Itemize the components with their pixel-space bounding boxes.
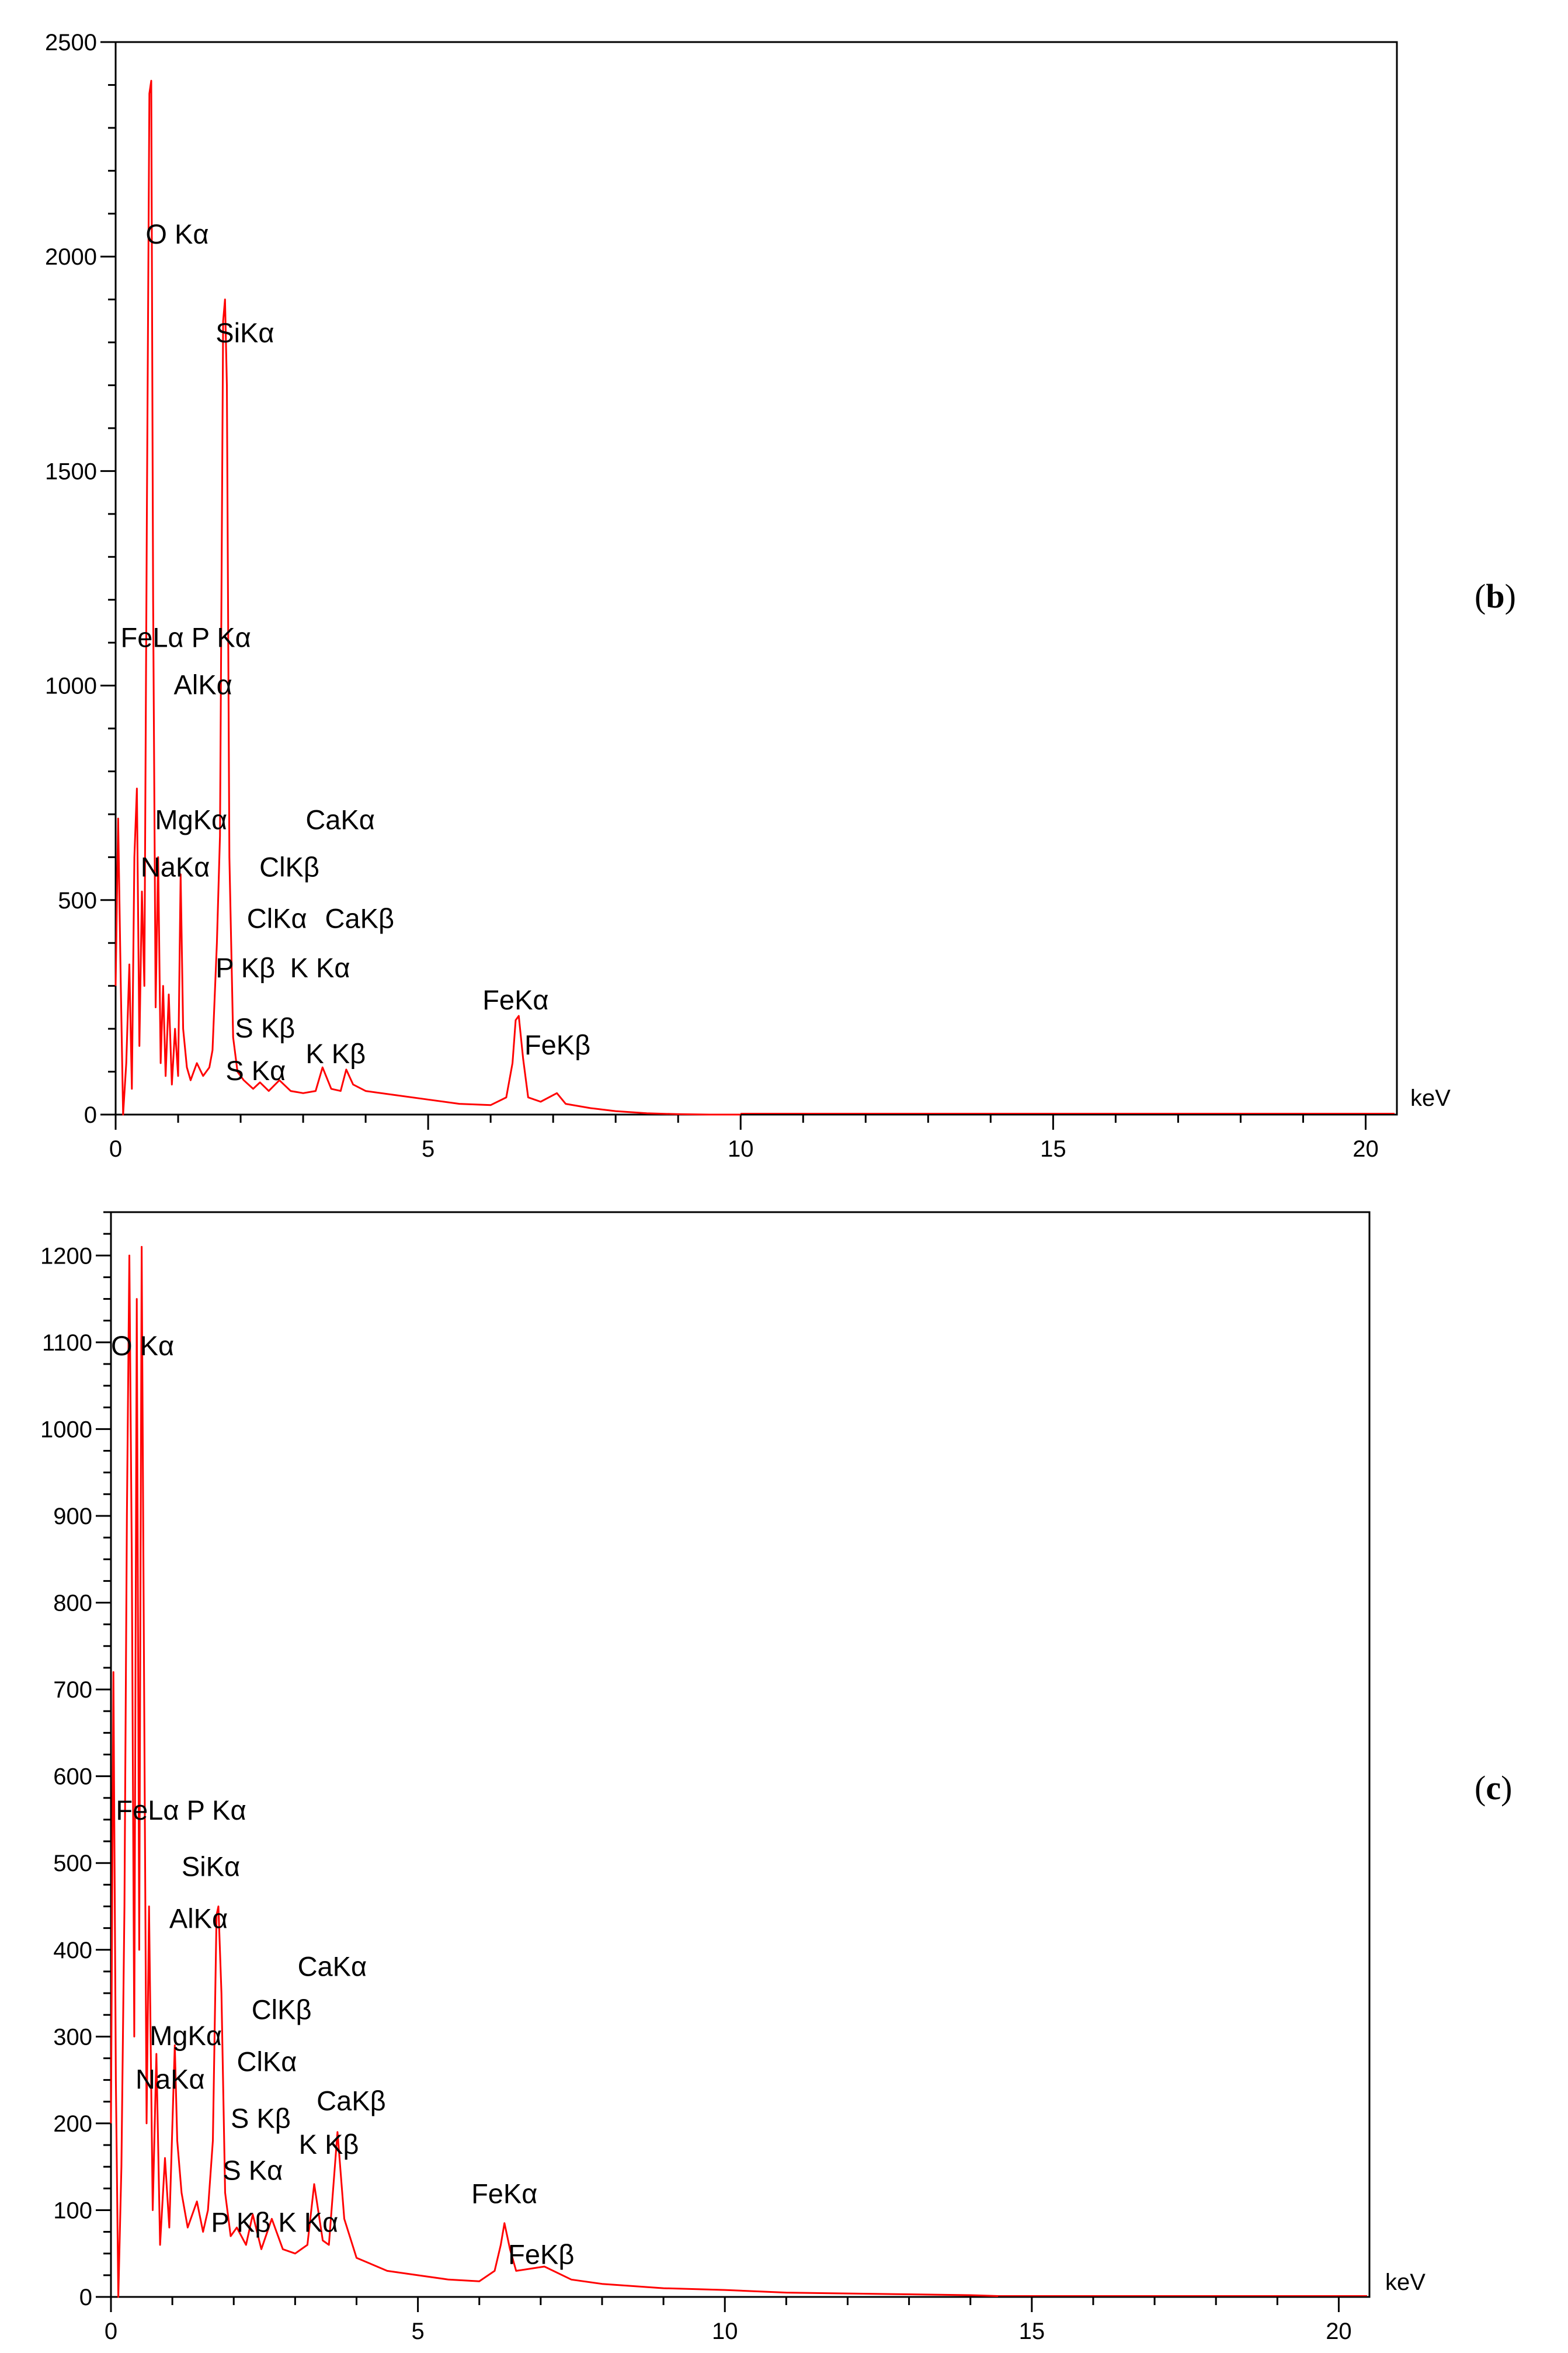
y-tick-label: 1000: [45, 674, 97, 699]
peak-label: P Kβ: [215, 952, 275, 983]
peak-label: NaKα: [141, 851, 210, 882]
peak-label: MgKα: [155, 804, 227, 835]
x-axis-unit-label: keV: [1410, 1085, 1451, 1111]
y-tick-label: 2000: [45, 244, 97, 270]
peak-label: FeKα: [482, 984, 548, 1015]
y-tick-label: 100: [53, 2198, 92, 2223]
panel-letter: c: [1486, 1769, 1501, 1807]
x-tick-label: 20: [1326, 2319, 1352, 2344]
y-tick-label: 500: [53, 1851, 92, 1876]
peak-label: ClKα: [247, 903, 307, 934]
peak-label: ClKα: [237, 2046, 297, 2077]
y-tick-label: 1000: [40, 1417, 92, 1442]
peak-label: FeLα P Kα: [116, 1795, 246, 1826]
x-tick-label: 5: [411, 2319, 424, 2344]
peak-label: AlKα: [174, 669, 232, 700]
peak-label: CaKα: [305, 804, 375, 835]
x-tick-label: 15: [1040, 1136, 1066, 1162]
peak-label: FeKα: [471, 2178, 537, 2209]
x-tick-label: 15: [1019, 2319, 1045, 2344]
peak-label: S Kα: [225, 1055, 286, 1086]
peak-label: S Kβ: [235, 1012, 295, 1043]
y-tick-label: 400: [53, 1938, 92, 1963]
y-tick-label: 500: [58, 888, 97, 914]
peak-label: S Kα: [222, 2154, 283, 2185]
peak-label: FeKβ: [508, 2239, 574, 2270]
peak-label: SiKα: [215, 317, 274, 348]
plot-frame: [114, 41, 1398, 1116]
y-tick-label: 0: [79, 2285, 92, 2310]
y-tick-label: 600: [53, 1764, 92, 1790]
peak-label: K Kβ: [299, 2129, 359, 2160]
y-tick-label: 0: [84, 1102, 97, 1128]
y-tick-label: 800: [53, 1591, 92, 1616]
spectrum-panel-b: 0 5 10 15 20 0 500 1000 1500 2000 2500 O Kα SiKα FeLα…: [45, 30, 1516, 1162]
peak-label: K Kβ: [305, 1038, 366, 1069]
x-tick-label: 10: [712, 2319, 738, 2344]
panel-label: (c): [1475, 1769, 1512, 1807]
y-tick-label: 1500: [45, 459, 97, 484]
peak-label: S Kβ: [231, 2102, 291, 2133]
peak-label: ClKβ: [259, 851, 319, 882]
y-tick-label: 700: [53, 1677, 92, 1703]
x-tick-label: 20: [1353, 1136, 1379, 1162]
y-tick-label: 1100: [42, 1330, 92, 1356]
x-tick-label: 10: [728, 1136, 754, 1162]
spectrum-series-line: [110, 1245, 999, 2298]
peak-label: NaKα: [135, 2063, 205, 2094]
peak-label: MgKα: [150, 2020, 222, 2051]
peak-label: AlKα: [169, 1903, 228, 1934]
peak-label: O Kα: [111, 1330, 174, 1361]
panel-label: (b): [1475, 577, 1516, 615]
y-tick-label: 300: [53, 2024, 92, 2050]
panel-letter: b: [1486, 577, 1504, 615]
peak-label: CaKβ: [317, 2085, 385, 2116]
peak-label: K Kα: [290, 952, 350, 983]
peak-label: CaKα: [298, 1951, 367, 1981]
peak-label: CaKβ: [325, 903, 394, 934]
x-tick-label: 5: [422, 1136, 434, 1162]
y-tick-label: 200: [53, 2111, 92, 2137]
y-tick-label: 2500: [45, 30, 97, 55]
x-axis-unit-label: keV: [1385, 2269, 1426, 2295]
y-tick-label: 900: [53, 1504, 92, 1529]
peak-label: FeKβ: [524, 1029, 590, 1060]
peak-label: ClKβ: [252, 1994, 312, 2025]
peak-label: SiKα: [182, 1851, 240, 1882]
peak-label: P Kβ K Kα: [211, 2207, 338, 2238]
peak-label: O Kα: [145, 218, 208, 249]
x-tick-label: 0: [105, 2319, 117, 2344]
y-tick-label: 1200: [40, 1243, 92, 1269]
peak-label: FeLα P Kα: [121, 622, 251, 653]
spectrum-panel-c: 0 5 10 15 2001002003004005006007008009001000…: [40, 1211, 1512, 2344]
x-tick-label: 0: [109, 1136, 122, 1162]
spectrum-series-line: [114, 79, 741, 1116]
